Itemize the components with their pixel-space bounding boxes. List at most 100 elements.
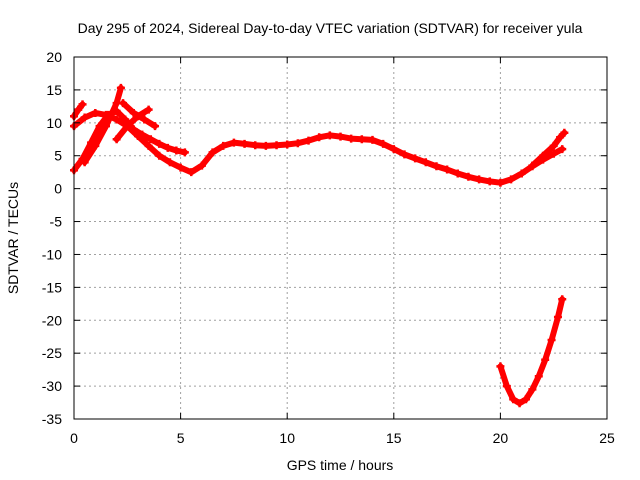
data-point: [261, 141, 270, 150]
series-line: [120, 100, 158, 130]
data-point: [368, 135, 377, 144]
data-point: [144, 105, 153, 114]
data-point: [421, 158, 430, 167]
data-point: [389, 145, 398, 154]
data-point: [347, 134, 356, 143]
data-point: [549, 149, 558, 158]
data-point: [453, 169, 462, 178]
data-point: [357, 135, 366, 144]
data-point: [534, 372, 543, 381]
data-point: [528, 385, 537, 394]
data-point: [558, 145, 567, 154]
y-tick-label: 15: [46, 82, 62, 98]
data-point: [379, 139, 388, 148]
y-tick-label: -20: [42, 312, 62, 328]
data-point: [496, 178, 505, 187]
data-point: [119, 99, 128, 108]
series-line: [113, 106, 152, 143]
y-tick-label: -25: [42, 345, 62, 361]
data-point: [138, 130, 147, 139]
data-point: [528, 161, 537, 170]
data-point: [140, 115, 149, 124]
data-point: [112, 135, 121, 144]
data-point: [155, 151, 164, 160]
x-tick-label: 25: [599, 430, 615, 446]
series-early-track-d: [80, 83, 125, 167]
y-tick-label: -15: [42, 279, 62, 295]
y-tick-label: -5: [50, 214, 63, 230]
data-point: [432, 162, 441, 171]
data-point: [187, 168, 196, 177]
x-tick-label: 0: [70, 430, 78, 446]
y-tick-label: 20: [46, 49, 62, 65]
data-point: [400, 150, 409, 159]
data-point: [283, 140, 292, 149]
data-point: [553, 312, 562, 321]
data-point: [112, 115, 121, 124]
y-tick-label: 5: [54, 148, 62, 164]
data-point: [240, 139, 249, 148]
data-point: [325, 131, 334, 140]
x-tick-label: 15: [386, 430, 402, 446]
data-point: [515, 399, 524, 408]
data-point: [229, 138, 238, 147]
data-point: [251, 141, 260, 150]
data-point: [78, 100, 87, 109]
data-point: [475, 175, 484, 184]
data-point: [208, 148, 217, 157]
data-point: [502, 382, 511, 391]
data-point: [129, 125, 138, 134]
data-point: [560, 128, 569, 137]
plot-frame: [73, 56, 608, 420]
data-point: [163, 143, 172, 152]
y-tick-labels: 20 15 10 5 0 -5 -10 -15 -20 -25 -30 -35: [42, 49, 62, 427]
data-series: [70, 83, 569, 408]
data-point: [541, 355, 550, 364]
data-point: [304, 136, 313, 145]
data-point: [80, 158, 89, 167]
series-early-track-f: [119, 99, 160, 131]
data-point: [556, 133, 565, 142]
series-late-track-b: [528, 128, 569, 170]
data-point: [121, 115, 130, 124]
y-tick-label: -10: [42, 246, 62, 262]
data-point: [91, 141, 100, 150]
y-tick-label: 10: [46, 115, 62, 131]
data-point: [176, 163, 185, 172]
grid-lines: [74, 57, 607, 419]
y-tick-label: -35: [42, 411, 62, 427]
data-point: [547, 336, 556, 345]
data-point: [219, 141, 228, 150]
data-point: [129, 108, 138, 117]
data-point: [101, 122, 110, 131]
data-point: [172, 146, 181, 155]
data-point: [155, 139, 164, 148]
data-point: [507, 175, 516, 184]
data-point: [509, 395, 518, 404]
data-point: [197, 161, 206, 170]
data-point: [116, 83, 125, 92]
data-point: [80, 113, 89, 122]
data-point: [549, 141, 558, 150]
data-point: [151, 122, 160, 131]
data-point: [558, 295, 567, 304]
data-point: [146, 135, 155, 144]
x-tick-label: 10: [279, 430, 295, 446]
y-tick-label: 0: [54, 181, 62, 197]
x-tick-label: 20: [493, 430, 509, 446]
data-point: [293, 139, 302, 148]
data-point: [539, 151, 548, 160]
y-tick-label: -30: [42, 378, 62, 394]
series-late-negative: [496, 295, 567, 408]
data-point: [517, 169, 526, 178]
series-main: [70, 108, 567, 187]
x-axis-label: GPS time / hours: [287, 457, 394, 473]
data-point: [496, 362, 505, 371]
data-point: [485, 177, 494, 186]
data-point: [336, 132, 345, 141]
data-point: [272, 141, 281, 150]
x-tick-labels: 0 5 10 15 20 25: [70, 430, 615, 446]
data-point: [123, 122, 132, 131]
data-point: [180, 148, 189, 157]
